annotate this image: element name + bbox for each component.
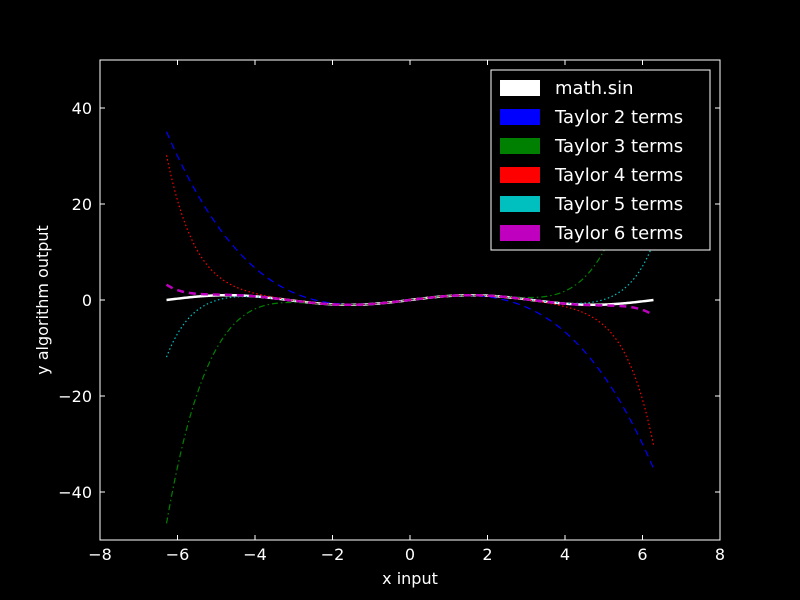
series-line-taylor-6-terms xyxy=(165,283,655,317)
y-axis-label: y algorithm output xyxy=(33,225,52,375)
y-tick-label: 40 xyxy=(72,99,92,118)
legend-swatch xyxy=(500,138,540,154)
x-tick-label: 6 xyxy=(637,545,647,564)
x-tick-label: 4 xyxy=(560,545,570,564)
x-tick-label: −8 xyxy=(88,545,112,564)
y-tick-label: −20 xyxy=(58,387,92,406)
x-axis-label: x input xyxy=(382,569,438,588)
legend-label: Taylor 5 terms xyxy=(554,194,683,215)
legend-label: Taylor 3 terms xyxy=(554,136,683,157)
legend-label: Taylor 6 terms xyxy=(554,223,683,244)
legend-label: Taylor 4 terms xyxy=(554,165,683,186)
legend: math.sin Taylor 2 terms Taylor 3 terms Tayl… xyxy=(490,69,711,251)
x-tick-label: 2 xyxy=(482,545,492,564)
legend-swatch xyxy=(500,196,540,212)
x-tick-label: −6 xyxy=(166,545,190,564)
x-tick-label: 8 xyxy=(715,545,725,564)
series-layer xyxy=(165,76,655,524)
legend-label: Taylor 2 terms xyxy=(554,107,683,128)
x-tick-label: −2 xyxy=(321,545,345,564)
legend-swatch xyxy=(500,167,540,183)
y-tick-label: −40 xyxy=(58,483,92,502)
y-tick-label: 20 xyxy=(72,195,92,214)
legend-swatch xyxy=(500,80,540,96)
legend-box xyxy=(490,69,711,251)
x-tick-label: 0 xyxy=(405,545,415,564)
y-tick-label: 0 xyxy=(82,291,92,310)
legend-swatch xyxy=(500,109,540,125)
legend-swatch xyxy=(500,225,540,241)
legend-label: math.sin xyxy=(555,78,634,99)
x-tick-label: −4 xyxy=(243,545,267,564)
